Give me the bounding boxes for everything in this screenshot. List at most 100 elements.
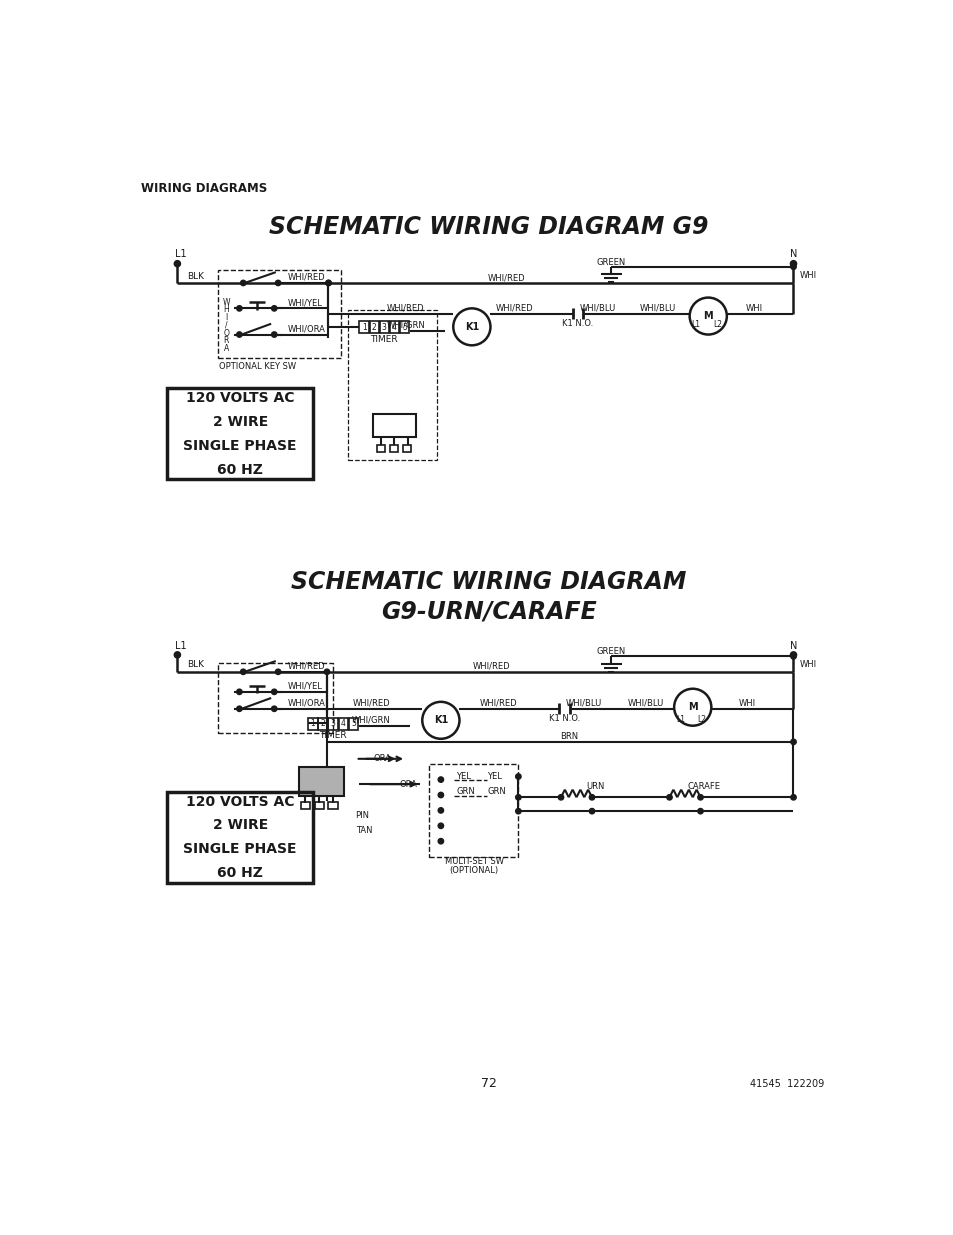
- Bar: [328, 802, 337, 809]
- Text: /: /: [225, 321, 227, 330]
- Circle shape: [236, 306, 242, 311]
- Circle shape: [240, 280, 246, 285]
- Text: BLK: BLK: [187, 661, 204, 669]
- Circle shape: [437, 808, 443, 813]
- Text: URN: URN: [586, 782, 604, 792]
- Circle shape: [790, 264, 796, 269]
- Text: WHI/RED: WHI/RED: [387, 304, 424, 312]
- Text: WHI: WHI: [799, 270, 816, 280]
- Circle shape: [437, 777, 443, 782]
- Text: WHI: WHI: [738, 699, 755, 708]
- Bar: [167, 792, 313, 883]
- Text: 3: 3: [381, 322, 386, 332]
- Text: YEL: YEL: [456, 772, 471, 781]
- Text: H: H: [223, 305, 229, 315]
- Text: 120 VOLTS AC
2 WIRE
SINGLE PHASE
60 HZ: 120 VOLTS AC 2 WIRE SINGLE PHASE 60 HZ: [183, 794, 296, 881]
- Text: WHI: WHI: [745, 304, 762, 312]
- Text: SCHEMATIC WIRING DIAGRAM: SCHEMATIC WIRING DIAGRAM: [291, 569, 686, 594]
- Bar: [167, 389, 313, 479]
- Circle shape: [324, 669, 330, 674]
- Circle shape: [437, 793, 443, 798]
- Text: WHI/BLU: WHI/BLU: [578, 304, 615, 312]
- Text: 4: 4: [340, 719, 345, 729]
- Text: WHI/RED: WHI/RED: [487, 273, 525, 282]
- Text: L1: L1: [174, 641, 187, 651]
- Text: 5: 5: [401, 322, 407, 332]
- Text: GRN: GRN: [456, 788, 475, 797]
- Text: TIMER: TIMER: [370, 335, 397, 343]
- Text: YEL: YEL: [487, 772, 501, 781]
- Circle shape: [272, 689, 276, 694]
- Circle shape: [790, 653, 796, 659]
- Text: 3: 3: [331, 719, 335, 729]
- Circle shape: [272, 706, 276, 711]
- Text: G9-URN/CARAFE: G9-URN/CARAFE: [380, 600, 597, 624]
- Text: 120 VOLTS AC
2 WIRE
SINGLE PHASE
60 HZ: 120 VOLTS AC 2 WIRE SINGLE PHASE 60 HZ: [183, 391, 296, 477]
- Bar: [218, 270, 340, 358]
- Circle shape: [790, 652, 796, 658]
- Circle shape: [174, 652, 180, 658]
- Circle shape: [437, 839, 443, 844]
- Circle shape: [666, 794, 672, 800]
- Circle shape: [697, 809, 702, 814]
- Text: GRN: GRN: [487, 788, 506, 797]
- Text: BRN: BRN: [559, 732, 578, 741]
- Bar: [402, 445, 411, 452]
- Text: TIMER: TIMER: [319, 731, 347, 740]
- Text: WHI/BLU: WHI/BLU: [565, 699, 601, 708]
- Text: L1: L1: [675, 715, 684, 724]
- Circle shape: [240, 669, 246, 674]
- Text: L2: L2: [712, 320, 721, 329]
- Text: N: N: [789, 249, 796, 259]
- Text: L2: L2: [697, 715, 706, 724]
- Circle shape: [236, 332, 242, 337]
- Text: ORA: ORA: [399, 779, 417, 789]
- Text: 41545  122209: 41545 122209: [749, 1078, 823, 1089]
- Circle shape: [589, 794, 594, 800]
- Text: WHI/YEL: WHI/YEL: [288, 682, 323, 690]
- Text: 2: 2: [320, 719, 325, 729]
- Text: CARAFE: CARAFE: [687, 782, 720, 792]
- Text: SCHEMATIC WIRING DIAGRAM G9: SCHEMATIC WIRING DIAGRAM G9: [269, 215, 708, 238]
- Bar: [373, 414, 416, 437]
- Circle shape: [790, 740, 796, 745]
- Text: GREEN: GREEN: [597, 258, 625, 267]
- Text: M: M: [702, 311, 712, 321]
- Bar: [348, 718, 357, 730]
- Circle shape: [275, 280, 280, 285]
- Bar: [308, 718, 317, 730]
- Bar: [390, 445, 397, 452]
- Circle shape: [437, 823, 443, 829]
- Circle shape: [272, 332, 276, 337]
- Text: K1: K1: [434, 715, 448, 725]
- Circle shape: [516, 809, 520, 814]
- Circle shape: [790, 794, 796, 800]
- Text: K1 N.O.: K1 N.O.: [562, 320, 593, 329]
- Text: WHI/GRN: WHI/GRN: [386, 321, 425, 330]
- Text: 1: 1: [311, 719, 315, 729]
- Text: WHI/GRN: WHI/GRN: [352, 716, 390, 725]
- Text: WHI/RED: WHI/RED: [288, 272, 326, 282]
- Text: WHI/YEL: WHI/YEL: [288, 299, 323, 308]
- Circle shape: [516, 774, 520, 779]
- Text: ORA: ORA: [373, 755, 391, 763]
- Text: M: M: [687, 703, 697, 713]
- Text: O: O: [223, 329, 229, 337]
- Text: I: I: [225, 314, 227, 322]
- Text: 2: 2: [372, 322, 376, 332]
- Text: WHI/RED: WHI/RED: [472, 662, 510, 671]
- Text: WHI/RED: WHI/RED: [288, 661, 326, 671]
- Text: K1 N.O.: K1 N.O.: [549, 714, 579, 724]
- Circle shape: [589, 809, 594, 814]
- Text: 72: 72: [480, 1077, 497, 1091]
- Text: (OPTIONAL): (OPTIONAL): [449, 866, 498, 874]
- Bar: [314, 802, 323, 809]
- Text: WHI/RED: WHI/RED: [352, 699, 390, 708]
- Text: 1: 1: [361, 322, 366, 332]
- Text: L1: L1: [691, 320, 700, 329]
- Text: BLK: BLK: [187, 272, 204, 282]
- Text: WHI/BLU: WHI/BLU: [627, 699, 663, 708]
- Bar: [318, 718, 328, 730]
- Circle shape: [325, 280, 331, 285]
- Circle shape: [516, 794, 520, 800]
